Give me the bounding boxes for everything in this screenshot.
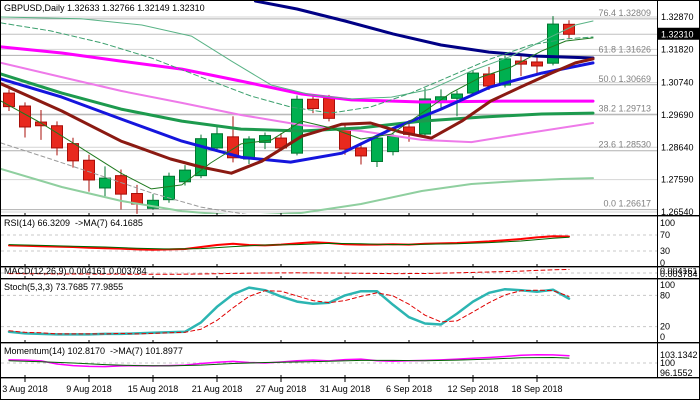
fib-label: 61.8 1.31626 [598, 44, 651, 54]
candle-bullish [291, 98, 303, 154]
band-pale-green [1, 167, 594, 214]
momentum-axis-label: 100 [660, 358, 675, 368]
panel-separators[interactable] [1, 1, 700, 379]
candle-bullish [147, 199, 159, 209]
rsi-ma [8, 236, 570, 250]
rsi [8, 235, 570, 251]
candle-bearish [563, 23, 575, 35]
momentum-label: Momentum(14) 102.8170 ->MA(7) 101.8977 [4, 346, 183, 356]
candles-layer [3, 16, 575, 214]
fib-label: 76.4 1.32809 [598, 8, 651, 18]
candle-bullish [467, 72, 479, 94]
candle-bullish [259, 135, 271, 143]
date-label: 15 Aug 2018 [128, 384, 179, 394]
candle-bearish [67, 143, 79, 162]
ma-darkred [1, 57, 595, 175]
price-axis-label: 1.32870 [661, 12, 694, 22]
rsi-axis-label: 100 [660, 218, 675, 228]
stoch-lines [7, 286, 571, 336]
date-label: 12 Sep 2018 [447, 384, 498, 394]
momentum-lines [8, 353, 570, 368]
momentum-axis-label: 96.1552 [660, 368, 693, 378]
candle-bearish [83, 159, 95, 181]
band-gray-dash [1, 142, 247, 214]
ma-magenta [1, 45, 595, 104]
candle-bearish [227, 136, 239, 159]
chart-title: GBPUSD,Daily 1.32633 1.32766 1.32149 1.3… [4, 3, 205, 13]
macd-axis-label: 0.004161 [660, 266, 698, 276]
fib-label: 38.2 1.29713 [598, 103, 651, 113]
date-label: 21 Aug 2018 [192, 384, 243, 394]
stoch-d [8, 289, 570, 335]
env-teal [1, 16, 594, 100]
stoch-axis-label: 0 [660, 332, 665, 342]
price-axis-label: 1.27590 [661, 175, 694, 185]
stoch-axis-label: 80 [660, 290, 670, 300]
candle-bearish [307, 98, 319, 109]
date-label: 31 Aug 2018 [320, 384, 371, 394]
fib-label: 50.0 1.30669 [598, 74, 651, 84]
candle-bearish [51, 125, 63, 149]
candle-bullish [387, 135, 399, 153]
ma-fast-green [1, 37, 594, 190]
rsi-axis-label: 0 [660, 258, 665, 268]
ma-navy [253, 1, 595, 60]
candle-bearish [115, 175, 127, 195]
candle-bearish [19, 105, 31, 128]
candle-bullish [163, 175, 175, 201]
price-axis-label: 1.28640 [661, 142, 694, 152]
ma-green [1, 72, 595, 133]
macd-label: MACD(12,26,9) 0.004161 0.003784 [4, 266, 147, 276]
current-price-box [658, 27, 699, 40]
env-green-dash [1, 22, 594, 114]
rsi-panel[interactable] [1, 234, 657, 252]
date-axis[interactable] [24, 213, 538, 382]
fib-label: 23.6 1.28530 [598, 140, 651, 150]
candle-bearish [3, 92, 15, 108]
date-label: 18 Sep 2018 [511, 384, 562, 394]
rsi-label: RSI(14) 66.3209 ->MA(7) 64.1685 [4, 218, 143, 228]
ma-blue [1, 61, 595, 164]
stoch-label: Stoch(5,3,3) 73.7685 77.9855 [4, 282, 124, 292]
macd-lines [8, 269, 570, 275]
candle-bullish [371, 137, 383, 162]
candle-bullish [451, 93, 463, 99]
price-axis-label: 1.30740 [661, 78, 694, 88]
rsi-lines [8, 235, 570, 251]
candle-bearish [531, 61, 543, 67]
current-price-label: 1.32310 [661, 29, 694, 39]
momentum [8, 353, 570, 368]
momentum-ma [8, 357, 570, 367]
price-axis-label: 1.26540 [661, 207, 694, 217]
candle-bearish [355, 147, 367, 157]
ma-pink [1, 61, 594, 144]
stoch-axis-label: 20 [660, 322, 670, 332]
candle-bullish [195, 138, 207, 177]
date-label: 3 Aug 2018 [2, 384, 48, 394]
candle-bullish [211, 133, 223, 149]
candle-bullish [99, 177, 111, 189]
macd-signal [8, 269, 570, 275]
rsi-axis-label: 70 [660, 230, 670, 240]
stoch-k [7, 286, 571, 336]
rsi-axis-label: 30 [660, 246, 670, 256]
macd-axis-label: 0.003784 [660, 269, 698, 279]
stoch-panel[interactable] [1, 294, 657, 328]
date-label: 27 Aug 2018 [256, 384, 307, 394]
price-axis-label: 1.31820 [661, 44, 694, 54]
stoch-axis-label: 100 [660, 280, 675, 290]
candle-bearish [35, 121, 47, 127]
moving-averages-layer [1, 1, 595, 214]
candle-bullish [179, 169, 191, 183]
momentum-axis-label: 103.1342 [660, 350, 698, 360]
fib-label: 0.0 1.26617 [603, 199, 651, 209]
candle-bearish [515, 60, 527, 65]
candle-bearish [323, 98, 335, 119]
date-label: 6 Sep 2018 [386, 384, 432, 394]
date-label: 9 Aug 2018 [66, 384, 112, 394]
price-axis-label: 1.29690 [661, 110, 694, 120]
